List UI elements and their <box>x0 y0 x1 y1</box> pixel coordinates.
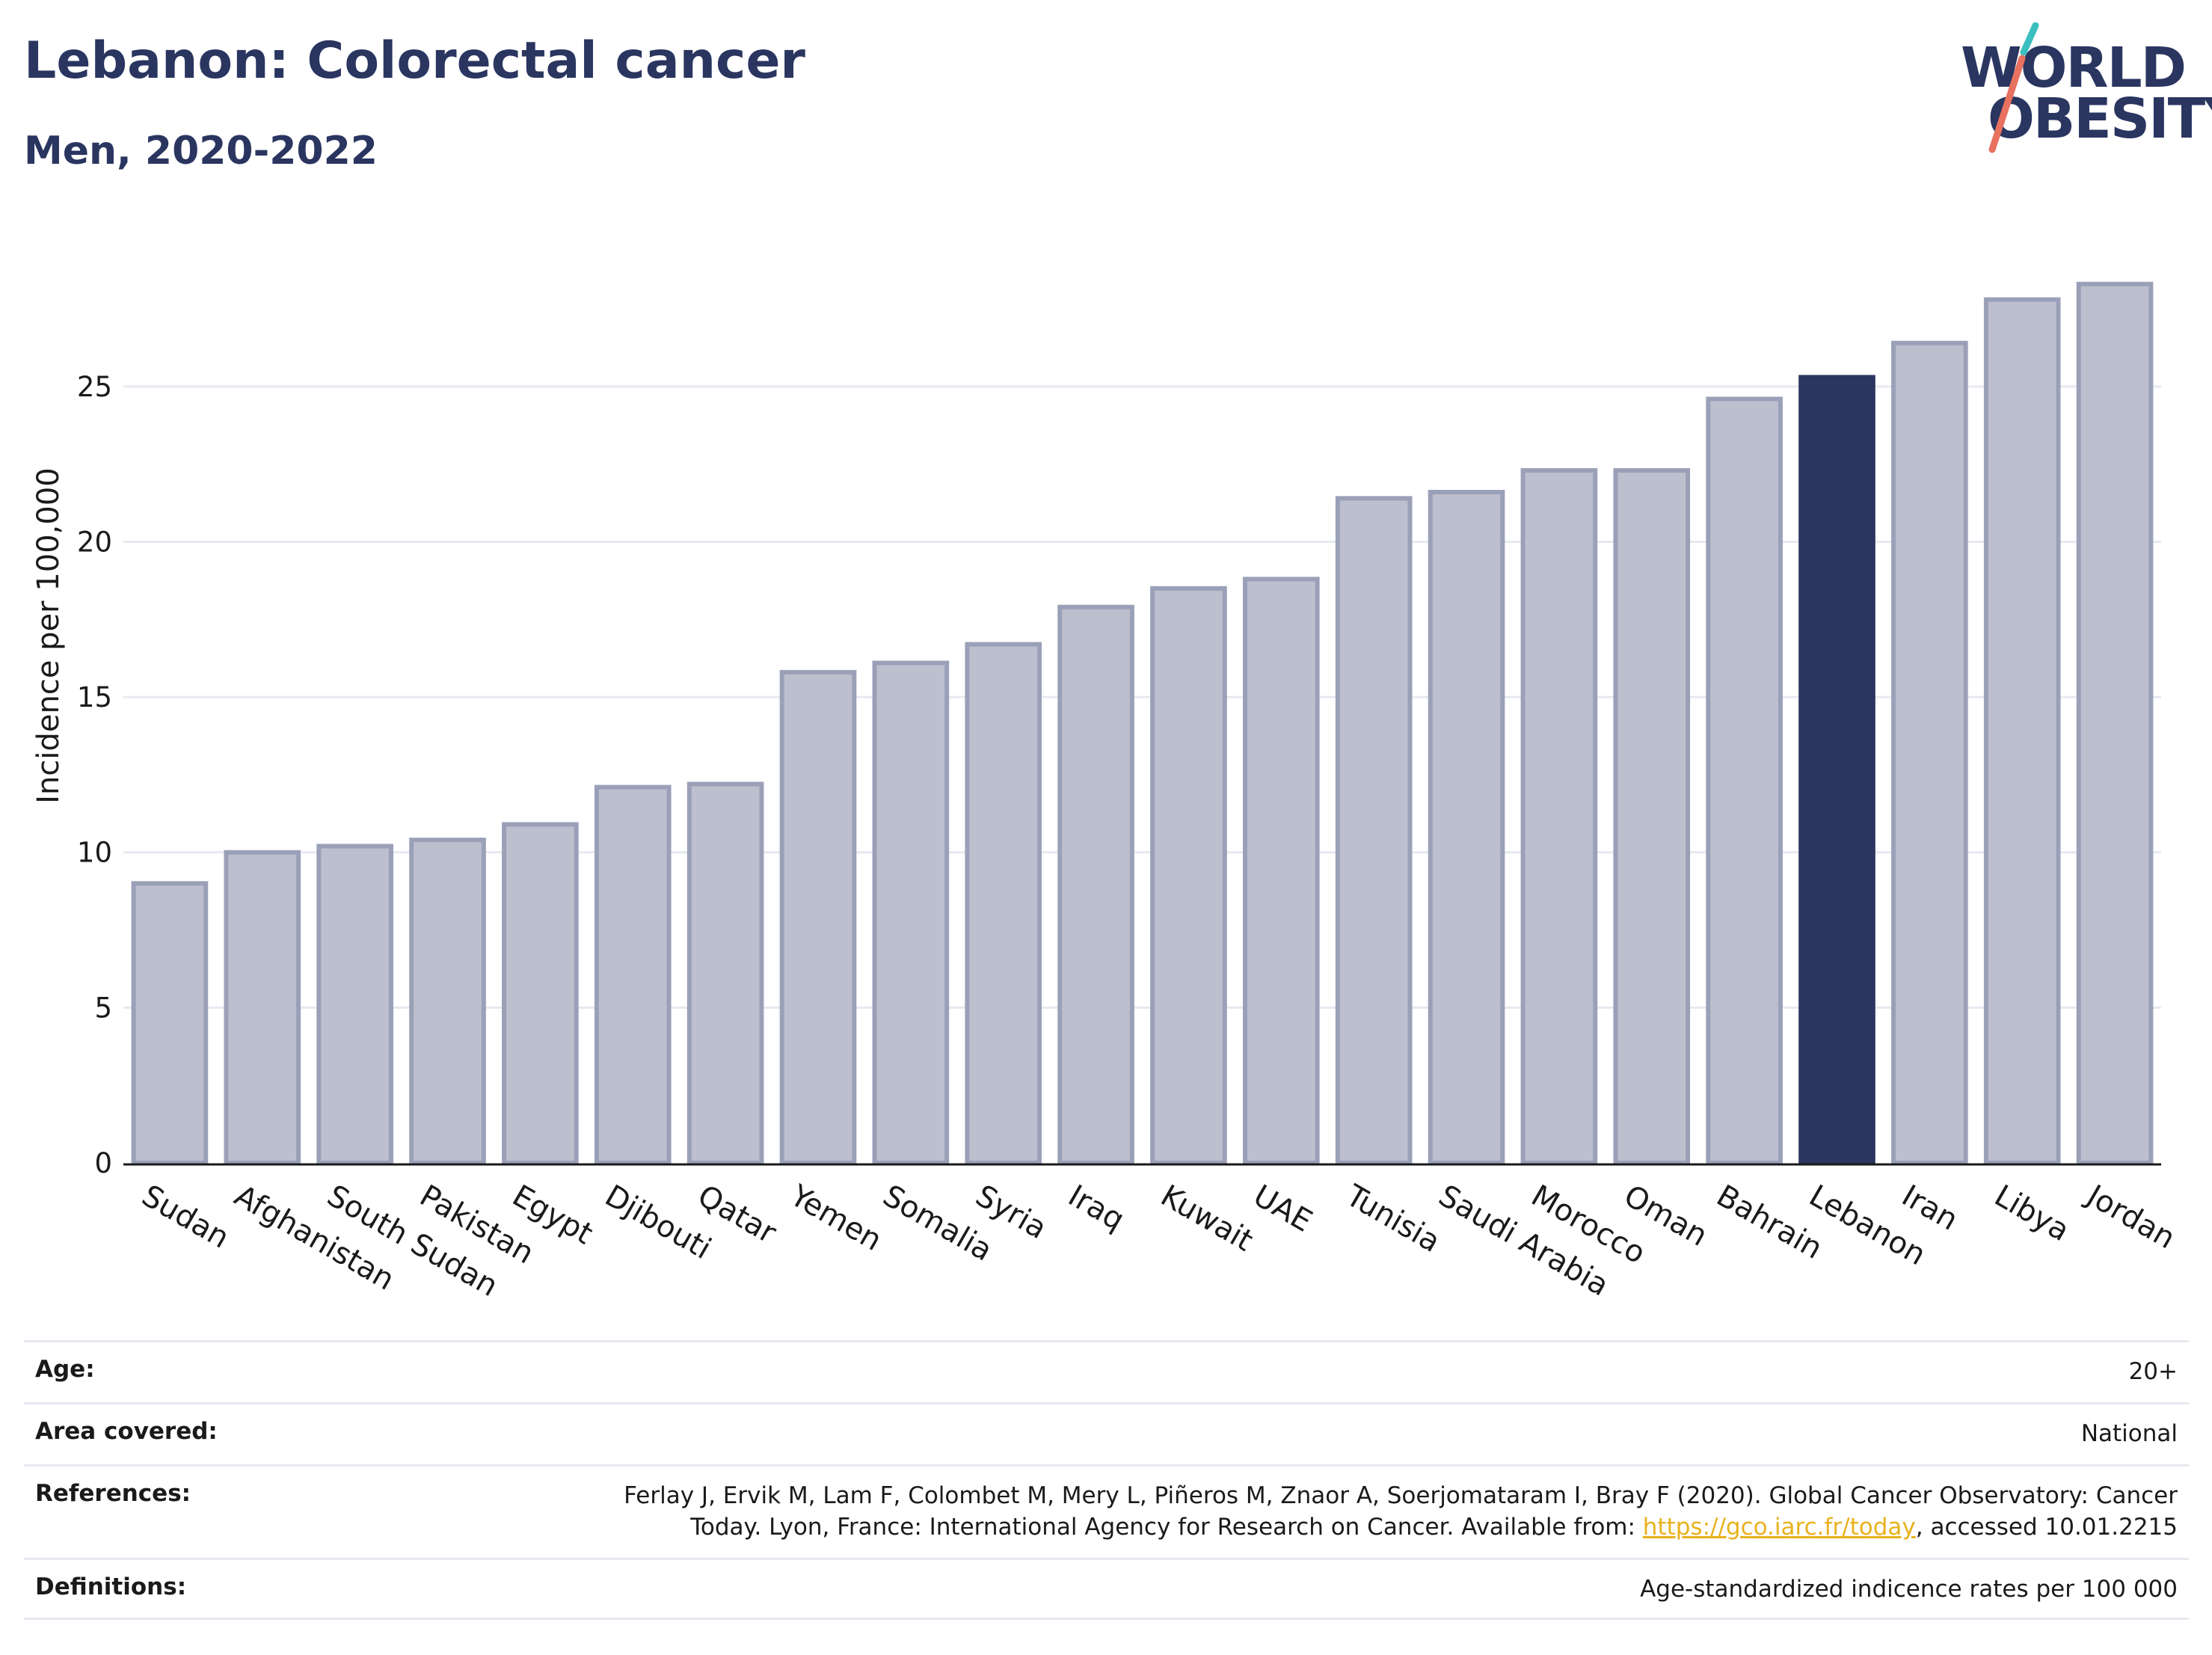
x-tick-label: UAE <box>1247 1179 1318 1239</box>
chart-subtitle: Men, 2020-2022 <box>24 129 378 174</box>
logo-line-2: OBESITY <box>1988 87 2212 151</box>
bars <box>131 281 2154 1166</box>
bar-sudan <box>131 881 209 1165</box>
references-line-1: Ferlay J, Ervik M, Lam F, Colombet M, Me… <box>624 1482 2178 1509</box>
meta-area-label: Area covered: <box>35 1418 218 1445</box>
meta-definitions-label: Definitions: <box>35 1573 187 1600</box>
bar-egypt <box>502 822 579 1165</box>
meta-row-age: Age: 20+ <box>24 1340 2189 1402</box>
bar-bahrain <box>1706 396 1783 1166</box>
references-line-2-end: , accessed 10.01.2215 <box>1915 1514 2178 1541</box>
bar-oman <box>1613 467 1691 1166</box>
bar-libya <box>1983 297 2061 1165</box>
x-tick-label: Yemen <box>784 1178 888 1258</box>
y-tick-labels: 0 5 10 15 20 25 <box>77 371 112 1179</box>
x-tick-label: Jordan <box>2079 1177 2181 1256</box>
bar-qatar <box>686 782 764 1165</box>
meta-age-label: Age: <box>35 1356 95 1383</box>
bar-tunisia <box>1335 496 1413 1165</box>
references-link[interactable]: https://gco.iarc.fr/today <box>1642 1514 1916 1541</box>
meta-area-value: National <box>2080 1420 2178 1447</box>
x-tick-label: Kuwait <box>1155 1179 1259 1259</box>
meta-row-area: Area covered: National <box>24 1402 2189 1464</box>
bar-morocco <box>1520 467 1598 1166</box>
bar-uae <box>1242 577 1320 1165</box>
bar-iraq <box>1057 604 1134 1165</box>
bar-kuwait <box>1150 586 1227 1165</box>
logo-line-1: WORLD <box>1961 36 2187 100</box>
y-tick-label: 0 <box>94 1147 112 1179</box>
meta-references-value: Ferlay J, Ervik M, Lam F, Colombet M, Me… <box>624 1480 2178 1543</box>
meta-age-value: 20+ <box>2128 1358 2178 1385</box>
bar-afghanistan <box>224 850 301 1166</box>
bar-syria <box>965 642 1042 1165</box>
chart-title: Lebanon: Colorectal cancer <box>24 31 805 90</box>
world-obesity-logo: WORLD OBESITY <box>1958 22 2212 157</box>
meta-row-definitions: Definitions: Age-standardized indicence … <box>24 1558 2189 1620</box>
y-axis-label: Incidence per 100,000 <box>31 467 66 804</box>
y-tick-label: 10 <box>77 837 112 869</box>
x-tick-label: Sudan <box>136 1179 235 1256</box>
meta-references-label: References: <box>35 1480 191 1507</box>
y-tick-label: 15 <box>77 681 112 713</box>
meta-row-references: References: Ferlay J, Ervik M, Lam F, Co… <box>24 1464 2189 1558</box>
bar-somalia <box>872 660 950 1165</box>
x-tick-label: Iraq <box>1063 1179 1131 1238</box>
bar-jordan <box>2076 281 2154 1165</box>
y-tick-label: 25 <box>77 371 112 403</box>
references-line-2: Today. Lyon, France: International Agenc… <box>690 1514 1643 1541</box>
bar-saudi-arabia <box>1428 490 1505 1165</box>
bar-pakistan <box>409 838 486 1166</box>
bar-djibouti <box>594 784 672 1165</box>
bar-yemen <box>779 669 857 1165</box>
x-tick-label: Libya <box>1988 1179 2075 1248</box>
meta-definitions-value: Age-standardized indicence rates per 100… <box>1640 1576 2178 1603</box>
bar-lebanon <box>1798 375 1875 1166</box>
logo-slash-icon <box>1988 22 2039 153</box>
y-tick-label: 20 <box>77 526 112 558</box>
x-tick-label: Bahrain <box>1711 1179 1828 1266</box>
metadata-table: Age: 20+ Area covered: National Referenc… <box>24 1340 2189 1620</box>
x-tick-label: Tunisia <box>1339 1178 1446 1259</box>
bar-south-sudan <box>316 844 393 1165</box>
x-tick-label: Djibouti <box>599 1179 716 1266</box>
y-tick-label: 5 <box>94 992 112 1024</box>
bar-iran <box>1891 340 1968 1166</box>
